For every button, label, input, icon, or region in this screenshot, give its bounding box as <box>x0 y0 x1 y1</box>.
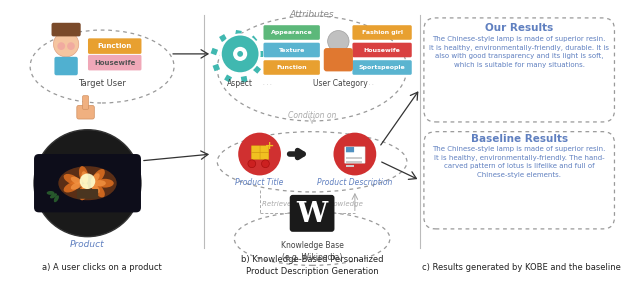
Text: Product Title: Product Title <box>236 178 284 187</box>
Circle shape <box>80 173 95 189</box>
FancyBboxPatch shape <box>353 25 412 40</box>
Ellipse shape <box>54 195 59 202</box>
Ellipse shape <box>79 183 88 200</box>
Text: User Category: User Category <box>313 79 367 87</box>
Ellipse shape <box>92 169 105 184</box>
Bar <box>212 64 220 71</box>
Circle shape <box>328 30 349 52</box>
Text: Attributes: Attributes <box>290 10 335 19</box>
FancyBboxPatch shape <box>52 23 81 36</box>
Text: Retrieve relevant knowledge: Retrieve relevant knowledge <box>262 201 362 207</box>
FancyBboxPatch shape <box>83 96 88 109</box>
FancyBboxPatch shape <box>260 153 269 159</box>
Ellipse shape <box>63 174 80 185</box>
Bar <box>241 76 248 83</box>
Text: Function: Function <box>276 65 307 70</box>
Bar <box>346 161 362 163</box>
Ellipse shape <box>91 183 100 193</box>
FancyBboxPatch shape <box>290 195 335 232</box>
Text: . . .: . . . <box>262 81 271 85</box>
Text: Aspect: Aspect <box>227 79 253 87</box>
Bar <box>211 48 218 55</box>
Text: Appearance: Appearance <box>271 30 312 35</box>
Bar <box>253 65 261 74</box>
Ellipse shape <box>79 166 88 183</box>
Ellipse shape <box>47 191 54 195</box>
Text: Sportspeople: Sportspeople <box>359 65 406 70</box>
FancyBboxPatch shape <box>264 60 320 75</box>
Circle shape <box>262 160 269 168</box>
Bar <box>219 34 227 42</box>
FancyBboxPatch shape <box>54 57 78 75</box>
Text: The Chinese-style lamp is made of superior resin.
It is healthy, environmentally: The Chinese-style lamp is made of superi… <box>433 146 606 178</box>
Ellipse shape <box>96 179 114 188</box>
Text: The Chinese-style lamp is made of superior resin.
It is healthy, environmentally: The Chinese-style lamp is made of superi… <box>429 36 609 68</box>
FancyBboxPatch shape <box>252 146 260 153</box>
Ellipse shape <box>91 173 100 184</box>
Text: Function: Function <box>98 43 132 49</box>
Text: c) Results generated by KOBE and the baseline: c) Results generated by KOBE and the bas… <box>422 263 621 272</box>
Circle shape <box>221 34 260 73</box>
Ellipse shape <box>92 183 105 197</box>
FancyBboxPatch shape <box>252 153 260 159</box>
Text: Texture: Texture <box>278 47 305 52</box>
Circle shape <box>67 42 75 50</box>
Bar <box>346 165 354 167</box>
Circle shape <box>238 133 281 175</box>
FancyBboxPatch shape <box>77 105 94 119</box>
FancyBboxPatch shape <box>353 60 412 75</box>
Text: +: + <box>265 141 274 151</box>
Bar <box>249 36 257 44</box>
Circle shape <box>232 46 248 62</box>
Circle shape <box>248 160 256 168</box>
FancyBboxPatch shape <box>260 146 269 153</box>
Ellipse shape <box>71 182 82 190</box>
Circle shape <box>333 133 376 175</box>
Circle shape <box>54 32 79 57</box>
Text: Knowledge Base
(e.g. Wikipedia): Knowledge Base (e.g. Wikipedia) <box>281 241 344 262</box>
Text: Target User: Target User <box>78 79 126 87</box>
Text: . . .: . . . <box>365 81 373 85</box>
FancyBboxPatch shape <box>264 43 320 57</box>
Ellipse shape <box>50 193 57 199</box>
FancyBboxPatch shape <box>88 38 141 54</box>
FancyBboxPatch shape <box>88 55 141 70</box>
Circle shape <box>237 51 243 57</box>
Circle shape <box>58 42 65 50</box>
FancyBboxPatch shape <box>34 154 141 212</box>
FancyBboxPatch shape <box>264 25 320 40</box>
Text: Product Description: Product Description <box>317 178 392 187</box>
Text: Product: Product <box>70 240 105 249</box>
Text: Housewife: Housewife <box>364 47 401 52</box>
Text: W: W <box>296 201 328 228</box>
Circle shape <box>34 130 141 237</box>
Ellipse shape <box>63 182 80 193</box>
FancyBboxPatch shape <box>324 48 353 71</box>
Text: Housewife: Housewife <box>94 60 136 66</box>
FancyBboxPatch shape <box>77 189 98 199</box>
Text: b) Knowledge-Based Personalized
Product Description Generation: b) Knowledge-Based Personalized Product … <box>241 255 383 276</box>
Ellipse shape <box>58 166 116 200</box>
Ellipse shape <box>71 177 82 184</box>
Ellipse shape <box>93 180 106 186</box>
Text: Condition on: Condition on <box>288 111 336 120</box>
Bar <box>346 157 362 159</box>
Text: Our Results: Our Results <box>485 23 554 33</box>
Bar <box>224 74 232 82</box>
Bar <box>235 30 242 37</box>
Text: Baseline Results: Baseline Results <box>470 135 568 144</box>
FancyBboxPatch shape <box>345 147 365 163</box>
Ellipse shape <box>81 171 88 183</box>
FancyBboxPatch shape <box>346 147 354 152</box>
Text: a) A user clicks on a product: a) A user clicks on a product <box>42 263 162 272</box>
Text: Fashion girl: Fashion girl <box>362 30 403 35</box>
Ellipse shape <box>81 183 88 195</box>
Bar <box>258 51 264 57</box>
FancyBboxPatch shape <box>353 43 412 57</box>
